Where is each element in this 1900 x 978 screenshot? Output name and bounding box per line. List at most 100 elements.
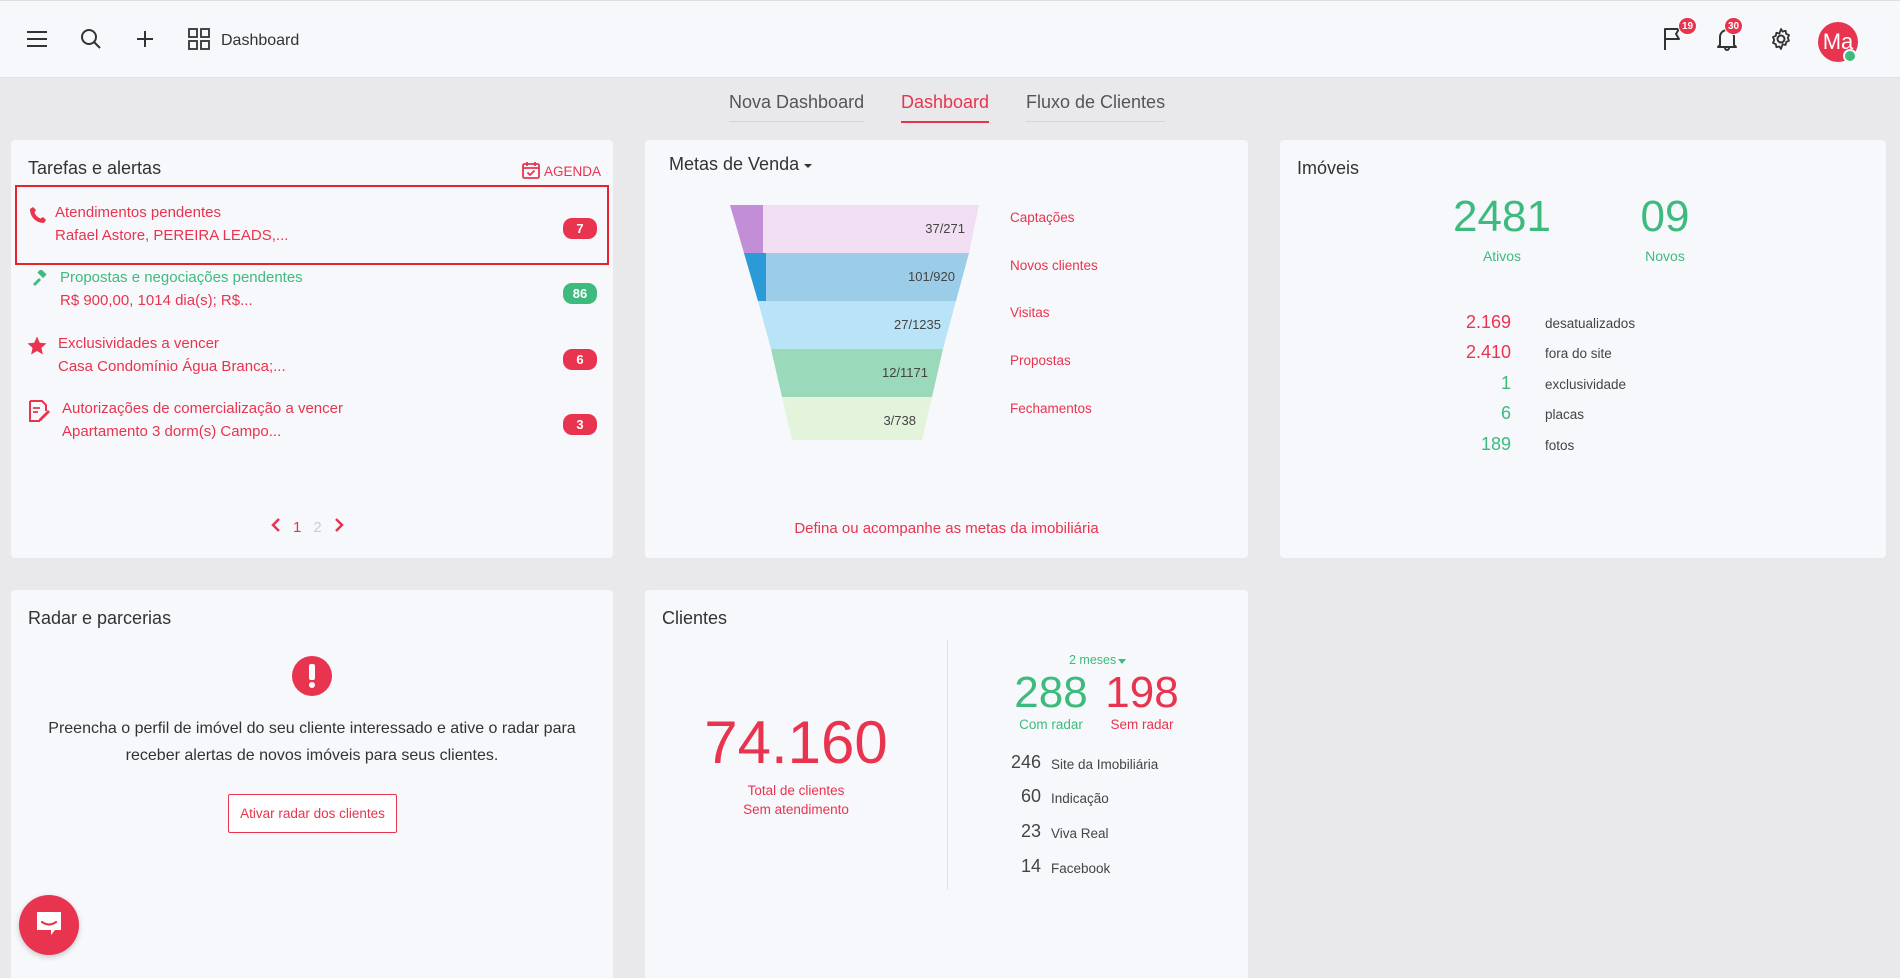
funnel-label-captacoes[interactable]: Captações (1010, 210, 1075, 225)
tab-fluxo-de-clientes[interactable]: Fluxo de Clientes (1026, 92, 1166, 122)
funnel-stage-novos-clientes-progress (744, 253, 766, 301)
source-label: Site da Imobiliária (1051, 757, 1159, 772)
funnel-label-novos-clientes[interactable]: Novos clientes (1010, 258, 1098, 273)
document-sign-icon (28, 400, 50, 422)
clientes-card: Clientes 74.160 Total de clientes Sem at… (645, 590, 1248, 978)
tab-dashboard[interactable]: Dashboard (901, 92, 990, 123)
phone-icon (27, 204, 49, 226)
imoveis-stat-placas[interactable]: 6 placas (1420, 403, 1720, 427)
highlight-box (15, 185, 609, 265)
novos-count[interactable]: 09 (1640, 192, 1690, 241)
funnel-label-propostas[interactable]: Propostas (1010, 353, 1071, 368)
task-title: Autorizações de comercialização a vencer (62, 400, 343, 417)
source-row-indicacao[interactable]: 60 Indicação (1005, 786, 1225, 810)
metas-card: Metas de Venda 37/271 101/920 27/1235 12… (645, 140, 1248, 558)
radar-message-line2: receber alertas de novos imóveis para se… (125, 747, 499, 764)
funnel-label-visitas[interactable]: Visitas (1010, 305, 1050, 320)
source-row-viva-real[interactable]: 23 Viva Real (1005, 821, 1225, 845)
funnel-label-fechamentos[interactable]: Fechamentos (1010, 401, 1092, 416)
caret-down-icon (1118, 653, 1127, 667)
task-detail: Casa Condomínio Água Branca;... (58, 358, 286, 375)
activate-radar-button[interactable]: Ativar radar dos clientes (228, 794, 397, 833)
chevron-right-icon[interactable] (334, 517, 344, 537)
funnel-stage-captacoes (730, 205, 979, 253)
funnel-value-novos-clientes: 101/920 (908, 269, 955, 284)
task-count-badge: 6 (563, 349, 597, 370)
radar-message-line1: Preencha o perfil de imóvel do seu clien… (48, 720, 576, 737)
chevron-left-icon[interactable] (271, 517, 281, 537)
flag-badge: 19 (1678, 17, 1698, 35)
stat-value: 2.410 (1465, 342, 1511, 362)
funnel-stage-visitas (758, 301, 956, 349)
task-detail: Apartamento 3 dorm(s) Campo... (62, 423, 282, 440)
stat-value: 1 (1500, 373, 1511, 393)
task-title: Exclusividades a vencer (58, 335, 219, 352)
source-row-site[interactable]: 246 Site da Imobiliária (1005, 752, 1225, 776)
ativos-label: Ativos (1482, 248, 1522, 264)
funnel-stage-novos-clientes (744, 253, 969, 301)
sem-radar-label: Sem radar (1110, 717, 1174, 732)
page-title: Dashboard (221, 32, 300, 49)
online-status-dot (1843, 49, 1857, 63)
stat-label: fotos (1545, 438, 1575, 453)
metas-card-title: Metas de Venda (669, 154, 800, 174)
flag-icon[interactable] (1657, 23, 1689, 55)
search-icon[interactable] (75, 23, 107, 55)
total-clients-count[interactable]: 74.160 (704, 709, 888, 776)
ativos-count[interactable]: 2481 (1453, 192, 1551, 241)
task-item-atendimentos[interactable]: Atendimentos pendentes Rafael Astore, PE… (11, 200, 597, 250)
funnel-stage-captacoes-progress (730, 205, 763, 253)
gavel-icon (30, 269, 52, 291)
chat-button[interactable] (19, 895, 79, 955)
gear-icon[interactable] (1765, 23, 1797, 55)
source-label: Viva Real (1051, 826, 1109, 841)
funnel-value-visitas: 27/1235 (894, 317, 941, 332)
sales-funnel (730, 205, 979, 440)
funnel-value-fechamentos: 3/738 (883, 413, 916, 428)
tasks-card: Tarefas e alertas AGENDA Atendimentos pe… (11, 140, 613, 558)
source-label: Indicação (1051, 791, 1109, 806)
funnel-stage-propostas (771, 349, 943, 397)
menu-icon[interactable] (21, 23, 53, 55)
stat-value: 189 (1480, 434, 1511, 454)
page-1[interactable]: 1 (293, 518, 302, 536)
source-value: 14 (1020, 856, 1041, 876)
imoveis-stat-desatualizados[interactable]: 2.169 desatualizados (1420, 312, 1720, 336)
stat-label: placas (1545, 407, 1585, 422)
source-value: 23 (1020, 821, 1041, 841)
task-item-exclusividades[interactable]: Exclusividades a vencer Casa Condomínio … (11, 331, 597, 381)
star-icon (26, 335, 48, 357)
task-count-badge: 7 (563, 218, 597, 239)
metas-link[interactable]: Defina ou acompanhe as metas da imobiliá… (794, 520, 1099, 537)
funnel-stage-fechamentos (782, 397, 932, 440)
stat-label: fora do site (1545, 346, 1612, 361)
com-radar-count[interactable]: 288 (1014, 668, 1088, 717)
tasks-card-title: Tarefas e alertas (28, 158, 162, 178)
task-title: Atendimentos pendentes (55, 204, 221, 221)
source-row-facebook[interactable]: 14 Facebook (1005, 856, 1225, 880)
sem-radar-count[interactable]: 198 (1105, 668, 1179, 717)
source-label: Facebook (1051, 861, 1111, 876)
radar-card-title: Radar e parcerias (28, 608, 172, 628)
task-count-badge: 3 (563, 414, 597, 435)
page-2[interactable]: 2 (313, 518, 322, 536)
imoveis-stat-fora-do-site[interactable]: 2.410 fora do site (1420, 342, 1720, 366)
tab-nova-dashboard[interactable]: Nova Dashboard (729, 92, 865, 122)
stat-value: 6 (1500, 403, 1511, 423)
novos-label: Novos (1645, 248, 1685, 264)
total-clients-label: Total de clientes (747, 783, 845, 798)
metas-dropdown[interactable]: Metas de Venda (669, 154, 813, 175)
imoveis-stat-fotos[interactable]: 189 fotos (1420, 434, 1720, 458)
agenda-label: AGENDA (544, 164, 602, 179)
task-item-autorizacoes[interactable]: Autorizações de comercialização a vencer… (11, 396, 597, 446)
plus-icon[interactable] (129, 23, 161, 55)
stat-label: exclusividade (1545, 377, 1627, 392)
imoveis-card-title: Imóveis (1297, 158, 1360, 178)
imoveis-stat-exclusividade[interactable]: 1 exclusividade (1420, 373, 1720, 397)
task-item-propostas[interactable]: Propostas e negociações pendentes R$ 900… (11, 265, 597, 315)
agenda-link[interactable]: AGENDA (521, 160, 601, 183)
imoveis-card: Imóveis 2481 Ativos 09 Novos 2.169 desat… (1280, 140, 1886, 558)
task-detail: R$ 900,00, 1014 dia(s); R$... (60, 292, 253, 309)
period-dropdown[interactable]: 2 meses (1069, 653, 1127, 667)
period-label: 2 meses (1069, 653, 1117, 667)
